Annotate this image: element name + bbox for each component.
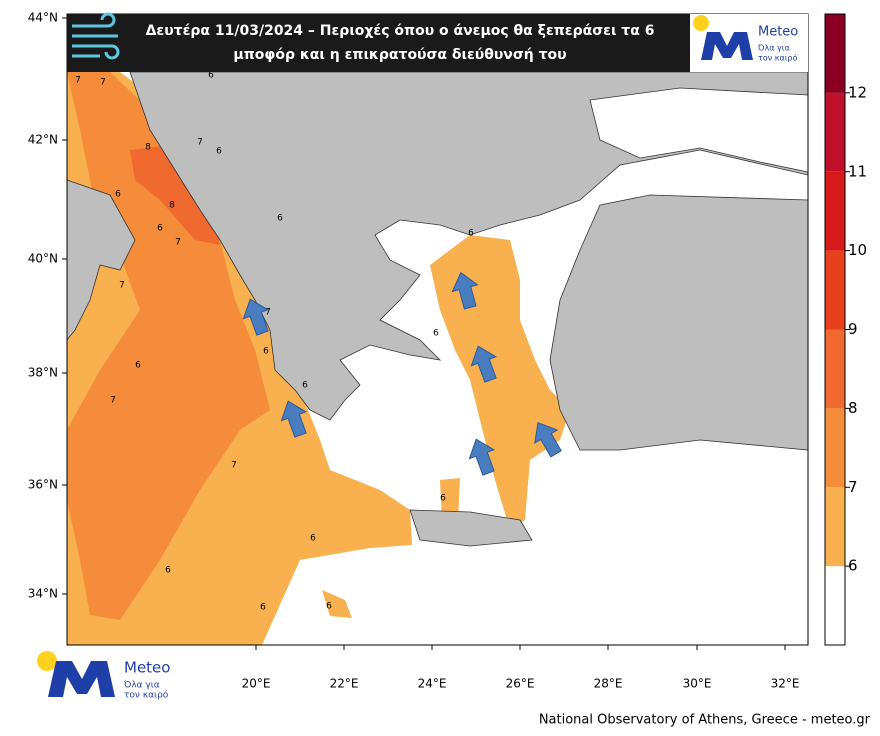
- lat-tick-label: 40°N: [28, 252, 58, 266]
- colorbar-label: 11: [848, 162, 867, 180]
- logo-sun: [37, 651, 57, 671]
- lon-tick-label: 32°E: [771, 677, 800, 691]
- logo-mark: [48, 661, 115, 697]
- lat-tick-label: 38°N: [28, 366, 58, 380]
- land: [409, 509, 533, 547]
- contour-label: 6: [165, 566, 171, 576]
- lon-tick-label: 24°E: [418, 677, 447, 691]
- logo-sun: [693, 15, 709, 31]
- lon-tick-label: 22°E: [330, 677, 359, 691]
- wind-icon: [72, 12, 120, 60]
- logo-tagline: τον καιρό: [758, 53, 797, 63]
- wind-arrow: [468, 438, 496, 476]
- contour-labels: 77668768676776766667666666: [75, 62, 474, 613]
- colorbar-segment: [825, 250, 845, 330]
- wind-arrow: [470, 345, 498, 383]
- contour-label: 6: [208, 71, 214, 81]
- contour-label: 7: [110, 396, 116, 406]
- black-sea: [589, 87, 809, 173]
- title-line: Δευτέρα 11/03/2024 – Περιοχές όπου ο άνε…: [146, 23, 655, 39]
- map: 77668768676776766667666666: [66, 13, 809, 646]
- wind-arrow: [534, 421, 562, 458]
- lat-tick-label: 34°N: [28, 587, 58, 601]
- header-box: [67, 14, 690, 72]
- colorbar-label: 10: [848, 241, 867, 259]
- contour-label: 6: [216, 147, 222, 157]
- contour-label: 6: [326, 602, 332, 612]
- wind-arrow: [451, 271, 479, 310]
- colorbar-segment: [825, 329, 845, 409]
- colorbar-segment: [825, 408, 845, 488]
- contour-label: 7: [100, 78, 106, 88]
- contour-label: 6: [302, 381, 308, 391]
- wind-arrows: [242, 271, 562, 476]
- lon-tick-label: 26°E: [506, 677, 535, 691]
- colorbar-label: 7: [848, 478, 858, 496]
- colorbar-segment: [825, 566, 845, 645]
- contour-label: 6: [468, 229, 474, 239]
- colorbar-segment: [825, 92, 845, 172]
- contour-label: 6: [135, 361, 141, 371]
- colorbar-segment: [825, 487, 845, 567]
- contour-label: 6: [433, 329, 439, 339]
- lon-tick-label: 30°E: [683, 677, 712, 691]
- logo-tagline: τον καιρό: [124, 690, 169, 701]
- logo-tagline: Όλα για: [757, 43, 790, 53]
- contour-label: 8: [169, 201, 175, 211]
- logo-name: Meteo: [124, 659, 170, 677]
- colorbar-segment: [825, 171, 845, 251]
- wind-arrow: [242, 298, 270, 336]
- contour-label: 7: [231, 461, 237, 471]
- lat-tick-label: 42°N: [28, 133, 58, 147]
- land: [66, 179, 136, 342]
- contour-label: 7: [265, 308, 271, 318]
- contour-label: 6: [263, 347, 269, 357]
- lat-tick-label: 36°N: [28, 478, 58, 492]
- lon-tick-label: 28°E: [594, 677, 623, 691]
- colorbar-label: 8: [848, 399, 858, 417]
- contour-label: 7: [175, 238, 181, 248]
- contour-label: 7: [75, 76, 81, 86]
- footer: National Observatory of Athens, Greece -…: [539, 713, 871, 728]
- contour-label: 6: [310, 534, 316, 544]
- colorbar-label: 9: [848, 320, 858, 338]
- contour-label: 6: [260, 603, 266, 613]
- colorbar-label: 12: [848, 83, 867, 101]
- title-line: μποφόρ και η επικρατούσα διεύθυνσή του: [233, 47, 566, 63]
- contour-label: 6: [277, 214, 283, 224]
- contour-label: 6: [157, 224, 163, 234]
- contour-label: 6: [115, 190, 121, 200]
- logo-bottom: Meteo Όλα για τον καιρό: [37, 651, 170, 701]
- logo-tagline: Όλα για: [123, 680, 160, 691]
- contour-label: 8: [145, 143, 151, 153]
- contour-label: 7: [119, 281, 125, 291]
- axis-ticks: 44°N 42°N 40°N 38°N 36°N 34°N 20°E 22°E 24°E 26°E…: [28, 11, 800, 691]
- lat-tick-label: 44°N: [28, 11, 58, 25]
- land: [129, 71, 809, 421]
- logo-top: Meteo Όλα για τον καιρό: [690, 14, 808, 72]
- header: Δευτέρα 11/03/2024 – Περιοχές όπου ο άνε…: [67, 12, 690, 72]
- wind-zone-6: [322, 590, 352, 618]
- logo-mark: [701, 32, 753, 60]
- colorbar: 6 7 8 9 10 11 12: [824, 13, 867, 646]
- colorbar-segment: [825, 14, 845, 93]
- colorbar-label: 6: [848, 557, 858, 575]
- wind-arrow: [280, 400, 308, 438]
- contour-label: 6: [440, 494, 446, 504]
- wind-zone-8: [130, 145, 220, 245]
- lon-tick-label: 20°E: [242, 677, 271, 691]
- land: [549, 194, 809, 451]
- wind-zone-6: [440, 478, 460, 520]
- contour-label: 7: [197, 138, 203, 148]
- logo-name: Meteo: [758, 25, 798, 40]
